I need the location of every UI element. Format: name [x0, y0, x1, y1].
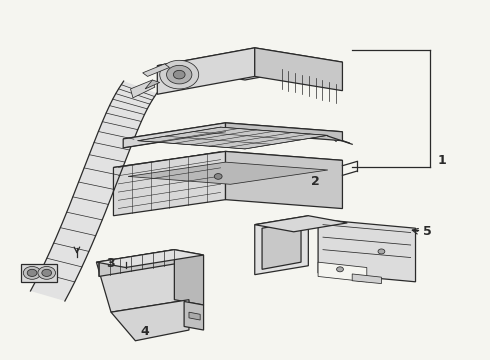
Polygon shape	[130, 80, 155, 98]
Polygon shape	[99, 249, 174, 276]
Circle shape	[167, 65, 192, 84]
Polygon shape	[255, 216, 347, 232]
Text: 3: 3	[106, 257, 115, 270]
Polygon shape	[143, 64, 170, 76]
Circle shape	[42, 269, 51, 276]
Polygon shape	[157, 48, 255, 94]
Polygon shape	[97, 249, 203, 267]
Polygon shape	[111, 300, 189, 341]
Polygon shape	[262, 221, 301, 269]
Polygon shape	[30, 81, 157, 301]
Polygon shape	[184, 301, 203, 330]
Polygon shape	[352, 274, 381, 284]
Circle shape	[38, 266, 55, 279]
Polygon shape	[128, 162, 328, 184]
Polygon shape	[145, 80, 160, 89]
Circle shape	[214, 174, 222, 179]
Text: 5: 5	[423, 225, 432, 238]
Polygon shape	[123, 123, 343, 148]
Polygon shape	[189, 312, 200, 320]
Polygon shape	[318, 262, 367, 282]
Text: 1: 1	[438, 154, 446, 167]
Polygon shape	[225, 123, 343, 141]
Text: 2: 2	[311, 175, 319, 188]
Polygon shape	[174, 249, 203, 305]
Polygon shape	[97, 249, 189, 312]
Polygon shape	[21, 264, 57, 282]
Text: 4: 4	[141, 325, 149, 338]
Polygon shape	[114, 152, 225, 216]
Circle shape	[173, 70, 185, 79]
Circle shape	[24, 266, 41, 279]
Circle shape	[337, 267, 343, 272]
Polygon shape	[114, 152, 343, 176]
Circle shape	[160, 60, 199, 89]
Polygon shape	[225, 152, 343, 208]
Polygon shape	[123, 123, 225, 148]
Polygon shape	[138, 127, 328, 149]
Polygon shape	[318, 219, 416, 282]
Circle shape	[27, 269, 37, 276]
Polygon shape	[255, 216, 308, 275]
Polygon shape	[157, 48, 343, 80]
Circle shape	[378, 249, 385, 254]
Polygon shape	[255, 48, 343, 91]
